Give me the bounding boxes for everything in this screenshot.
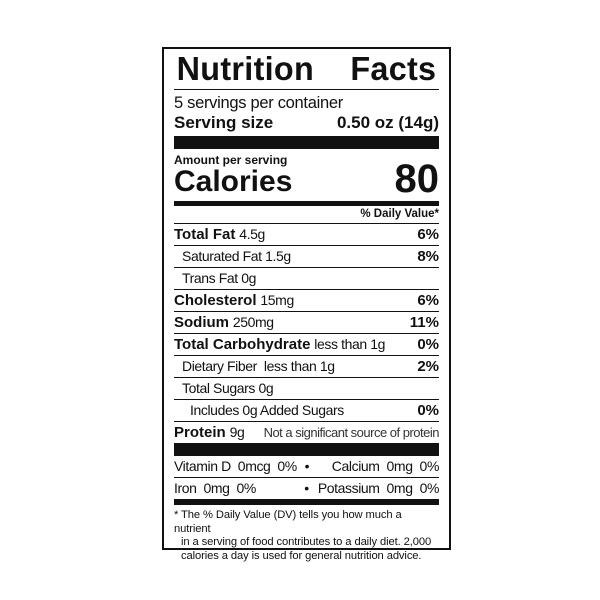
nutrition-facts-label: Nutrition Facts 5 servings per container… (162, 47, 451, 562)
nutrient-amount: 4.5g (239, 226, 265, 242)
calcium: Calcium 0mg 0% (331, 458, 440, 474)
nutrient-row-total-carbohydrate: Total Carbohydrate less than 1g 0% (174, 333, 439, 355)
footnote: * The % Daily Value (DV) tells you how m… (174, 509, 439, 563)
nutrient-name: Total Carbohydrate (174, 336, 311, 353)
footnote-line: * The % Daily Value (DV) tells you how m… (174, 509, 402, 535)
calories-label: Calories (174, 165, 293, 198)
nutrient-row-saturated-fat: Saturated Fat 1.5g 8% (174, 245, 439, 267)
title-word-facts: Facts (350, 50, 437, 87)
nutrient-name: Saturated Fat (182, 248, 262, 264)
nutrient-name: Cholesterol (174, 292, 257, 309)
medium-divider (174, 499, 439, 505)
amount-per-serving: Amount per serving (174, 153, 288, 167)
nutrient-name: Protein (174, 424, 226, 441)
nutrient-name: Dietary Fiber (182, 358, 257, 374)
nutrient-row-sodium: Sodium 250mg 11% (174, 311, 439, 333)
calories-value: 80 (394, 157, 440, 201)
nutrient-amount: 1.5g (265, 248, 291, 264)
nutrient-dv: 0% (417, 336, 439, 353)
thick-divider (174, 443, 439, 456)
nutrient-row-dietary-fiber: Dietary Fiber less than 1g 2% (174, 355, 439, 377)
daily-value-header: % Daily Value* (360, 208, 439, 220)
medium-divider (174, 201, 439, 206)
divider (174, 89, 439, 90)
footnote-line: in a serving of food contributes to a da… (181, 536, 432, 548)
calories-row: Calories 80 (174, 159, 439, 199)
nutrient-amount: 15mg (260, 292, 294, 308)
potassium: Potassium 0mg 0% (317, 480, 440, 496)
vitamin-row: Vitamin D 0mcg 0% • Calcium 0mg 0% (174, 456, 439, 477)
nutrient-amount: 0g (258, 380, 274, 396)
thick-divider (174, 136, 439, 149)
vitamin-row: Iron 0mg 0% • Potassium 0mg 0% (174, 477, 439, 499)
nutrient-dv: 2% (417, 358, 439, 375)
servings-per-container: 5 servings per container (174, 94, 343, 112)
nutrient-amount: less than 1g (314, 336, 385, 352)
nutrient-amount: 0g (241, 270, 257, 286)
bullet-separator: • (304, 458, 310, 474)
nutrient-row-total-sugars: Total Sugars 0g (174, 377, 439, 399)
nutrient-dv: 11% (409, 314, 439, 331)
nutrient-row-protein: Protein 9g Not a significant source of p… (174, 421, 440, 443)
nutrient-dv: 0% (417, 402, 439, 419)
nutrient-row-cholesterol: Cholesterol 15mg 6% (174, 289, 439, 311)
serving-size-value: 0.50 oz (14g) (336, 113, 439, 132)
bullet-separator: • (304, 480, 309, 496)
nutrient-amount: 250mg (232, 314, 274, 330)
serving-size-label: Serving size (174, 113, 274, 132)
nutrient-name: Sodium (174, 314, 229, 331)
iron: Iron 0mg 0% (174, 480, 256, 496)
protein-note: Not a significant source of protein (263, 425, 440, 440)
nutrient-name: Includes 0g Added Sugars (190, 402, 344, 418)
nutrient-name: Total Fat (174, 226, 236, 243)
footnote-line: calories a day is used for general nutri… (181, 549, 422, 562)
title-word-nutrition: Nutrition (176, 50, 315, 87)
nutrient-name: Total Sugars (182, 380, 256, 396)
nutrient-row-total-fat: Total Fat 4.5g 6% (174, 223, 439, 245)
nutrient-dv: 6% (417, 292, 439, 309)
nutrient-row-trans-fat: Trans Fat 0g (174, 267, 439, 289)
label-title: Nutrition Facts (177, 49, 437, 89)
serving-size: Serving size 0.50 oz (14g) (174, 113, 439, 133)
nutrient-dv: 6% (417, 226, 439, 243)
nutrient-dv: 8% (417, 248, 439, 265)
nutrient-row-added-sugars: Includes 0g Added Sugars 0% (174, 399, 439, 421)
nutrient-amount: 9g (229, 424, 245, 440)
nutrient-amount: less than 1g (263, 358, 335, 374)
nutrient-name: Trans Fat (182, 270, 238, 286)
vitamin-d: Vitamin D 0mcg 0% (174, 458, 297, 474)
